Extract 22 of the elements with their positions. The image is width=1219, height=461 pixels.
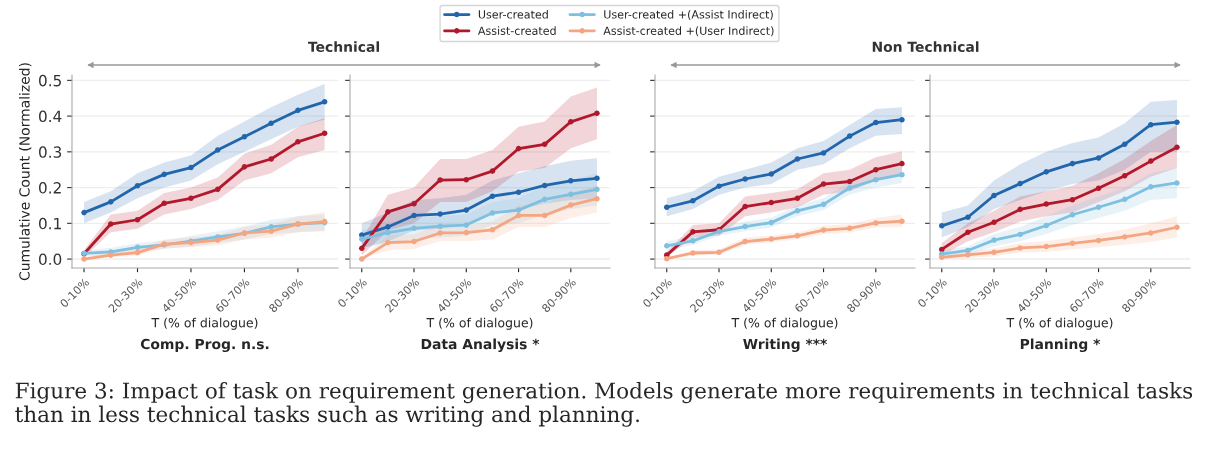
- y-tick-label: 0.3: [38, 146, 62, 158]
- y-tick-label: 0.2: [38, 182, 61, 194]
- text: Comp. Prog. n.s.: [140, 338, 269, 353]
- y-axis-title: Cumulative Count (Normalized): [18, 63, 32, 281]
- caption: Figure 3: Impact of task on requirement generation. Models generate more requirements in technical tasks than in less technical tasks such as writing and planning.: [15, 382, 1193, 427]
- x-axis-title: T (% of dialogue): [151, 317, 258, 330]
- text: Planning *: [1020, 338, 1101, 353]
- y-tick-label: 0.4: [38, 110, 62, 123]
- text: Technical: [308, 41, 379, 53]
- y-tick-label: 0.1: [38, 217, 61, 230]
- text: Data Analysis *: [421, 338, 540, 353]
- legend-label: Assist-created +(User Indirect): [603, 26, 774, 37]
- x-axis-title: T (% of dialogue): [731, 317, 838, 330]
- text: Non Technical: [872, 41, 979, 53]
- y-tick-label: 0.0: [38, 253, 62, 266]
- legend-label: User-created +(Assist Indirect): [604, 10, 773, 20]
- text: Writing ***: [743, 338, 827, 353]
- legend-label: User-created: [478, 10, 548, 19]
- x-axis-title: T (% of dialogue): [1006, 317, 1113, 330]
- x-axis-title: T (% of dialogue): [426, 317, 533, 330]
- y-tick-label: 0.5: [38, 74, 61, 87]
- legend-label: Assist-created: [477, 26, 556, 35]
